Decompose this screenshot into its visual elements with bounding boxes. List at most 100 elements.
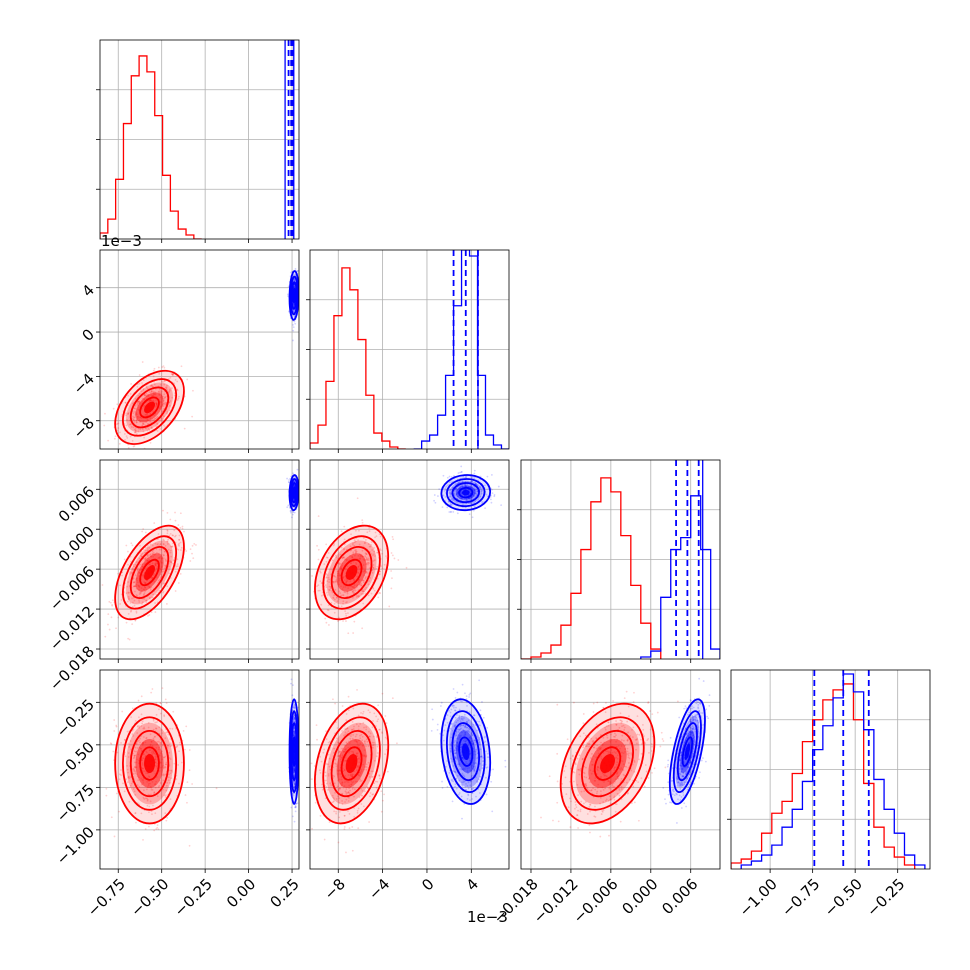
red-sample-point xyxy=(372,560,375,562)
red-sample-point xyxy=(371,776,373,778)
red-sample-point xyxy=(143,594,145,597)
blue-sample-point xyxy=(294,804,297,806)
red-sample-point xyxy=(324,797,327,800)
red-sample-point xyxy=(150,394,153,396)
red-sample-point xyxy=(347,791,350,794)
red-sample-point xyxy=(139,416,141,419)
red-sample-point xyxy=(373,559,376,562)
red-sample-point xyxy=(157,786,160,788)
red-sample-point xyxy=(158,784,161,787)
red-sample-point xyxy=(175,565,178,568)
red-sample-point xyxy=(127,550,129,553)
blue-sample-point xyxy=(294,806,297,809)
red-sample-point xyxy=(349,580,352,583)
red-sample-point xyxy=(314,801,317,804)
red-sample-point xyxy=(119,603,122,605)
red-sample-point xyxy=(149,563,151,566)
red-sample-point xyxy=(164,386,167,389)
red-sample-point xyxy=(344,801,346,803)
red-sample-point xyxy=(371,726,374,729)
red-sample-point xyxy=(135,412,137,415)
blue-sample-point xyxy=(292,511,295,513)
red-sample-point xyxy=(375,567,378,570)
red-sample-point xyxy=(338,778,341,781)
red-sample-point xyxy=(356,743,359,746)
red-sample-point xyxy=(160,569,163,571)
blue-sample-point xyxy=(292,794,295,797)
red-sample-point xyxy=(146,544,149,547)
red-sample-point xyxy=(161,774,164,776)
red-sample-point xyxy=(152,804,154,807)
red-sample-point xyxy=(159,543,162,546)
red-sample-point xyxy=(154,564,157,566)
red-sample-point xyxy=(358,543,361,546)
red-sample-point xyxy=(357,774,360,777)
red-sample-point xyxy=(169,532,172,535)
red-sample-point xyxy=(127,591,130,594)
red-sample-point xyxy=(163,715,166,718)
blue-sample-point xyxy=(469,497,472,500)
red-sample-point xyxy=(178,750,180,753)
red-sample-point xyxy=(347,740,350,743)
red-sample-point xyxy=(149,597,151,600)
red-sample-point xyxy=(132,415,134,418)
red-sample-point xyxy=(357,566,359,569)
red-sample-point xyxy=(363,755,365,758)
red-sample-point xyxy=(334,580,337,583)
red-sample-point xyxy=(339,563,342,565)
red-sample-point xyxy=(169,798,172,801)
red-sample-point xyxy=(166,746,169,749)
blue-sample-point xyxy=(460,492,463,495)
blue-sample-point xyxy=(455,487,458,490)
red-sample-point xyxy=(347,791,350,794)
blue-contour xyxy=(290,722,298,782)
red-sample-point xyxy=(164,755,167,758)
red-sample-point xyxy=(143,394,146,397)
red-sample-point xyxy=(163,539,165,542)
red-sample-point xyxy=(341,594,344,597)
red-sample-point xyxy=(142,753,145,756)
red-sample-point xyxy=(360,584,363,587)
red-sample-point xyxy=(380,810,383,813)
red-sample-point xyxy=(131,768,134,771)
red-sample-point xyxy=(141,565,144,568)
red-sample-point xyxy=(133,585,136,587)
red-sample-point xyxy=(392,538,395,541)
blue-sample-point xyxy=(292,326,295,329)
red-sample-point xyxy=(166,411,169,413)
blue-sample-point xyxy=(446,506,449,509)
red-sample-point xyxy=(333,598,336,601)
red-sample-point xyxy=(333,775,336,778)
red-sample-point xyxy=(369,545,372,548)
blue-sample-point xyxy=(293,497,296,500)
blue-sample-point xyxy=(460,470,463,473)
red-sample-point xyxy=(150,384,153,387)
blue-sample-point xyxy=(290,682,292,685)
red-sample-point xyxy=(341,781,344,784)
red-sample-point xyxy=(129,602,132,604)
red-sample-point xyxy=(342,786,345,789)
red-sample-point xyxy=(112,407,115,410)
red-sample-point xyxy=(372,743,375,746)
red-sample-point xyxy=(116,403,119,406)
red-sample-point xyxy=(358,583,361,586)
red-sample-point xyxy=(108,600,111,603)
red-contour xyxy=(139,746,160,781)
red-sample-point xyxy=(140,553,143,556)
red-sample-point xyxy=(177,582,180,584)
red-sample-point xyxy=(162,764,165,767)
blue-sample-point xyxy=(455,487,457,490)
blue-sample-point xyxy=(464,506,467,509)
red-sample-point xyxy=(159,555,162,558)
blue-sample-point xyxy=(433,494,436,496)
blue-sample-point xyxy=(467,719,470,722)
red-sample-point xyxy=(345,581,347,584)
blue-sample-point xyxy=(293,279,295,282)
red-sample-point xyxy=(161,687,164,690)
red-sample-point xyxy=(154,772,157,775)
red-sample-point xyxy=(362,763,364,766)
red-sample-point xyxy=(342,620,344,622)
red-sample-point xyxy=(372,735,375,738)
red-sample-point xyxy=(353,815,356,818)
red-sample-point xyxy=(338,574,341,577)
